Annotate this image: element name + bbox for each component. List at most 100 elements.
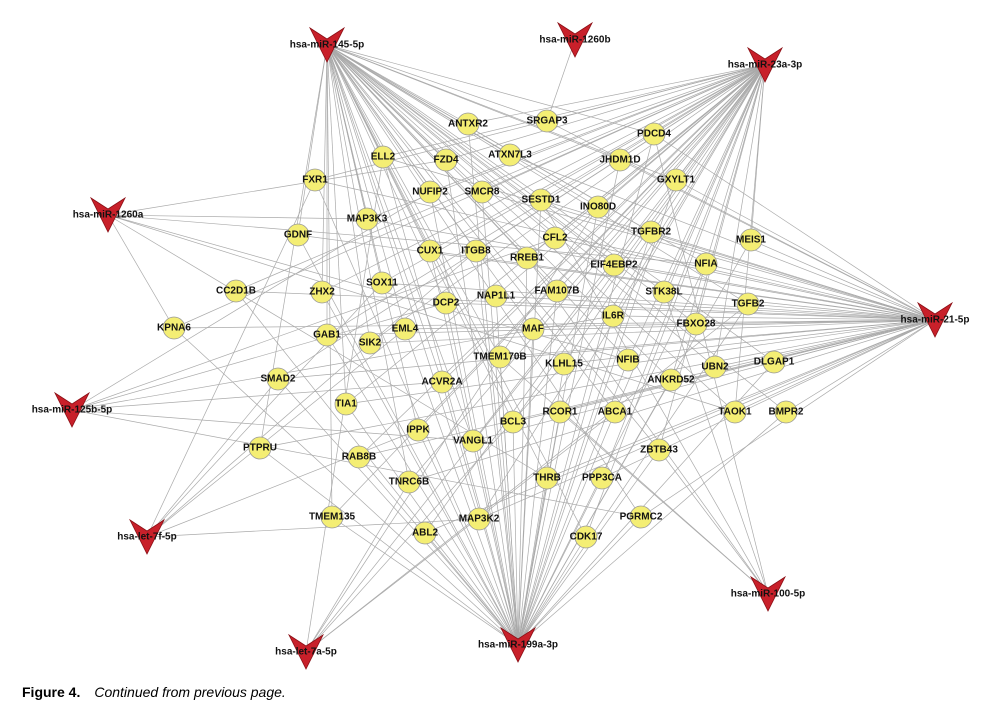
edge	[326, 44, 371, 344]
gene-label: PGRMC2	[620, 512, 663, 523]
gene-label: BMPR2	[768, 407, 803, 418]
edge	[478, 64, 766, 520]
gene-node	[456, 112, 480, 136]
gene-node	[774, 400, 798, 424]
edge	[146, 328, 406, 538]
gene-label: MEIS1	[736, 235, 766, 246]
edge	[358, 64, 766, 458]
gene-node	[498, 143, 522, 167]
gene-label: TGFBR2	[631, 227, 671, 238]
gene-node	[608, 148, 632, 172]
mirna-node	[89, 196, 127, 233]
gene-label: FAM107B	[534, 286, 579, 297]
edge	[326, 44, 443, 383]
mirna-label: hsa-miR-199a-3p	[478, 640, 558, 651]
gene-node	[406, 418, 430, 442]
gene-label: NFIB	[616, 355, 639, 366]
gene-label: TAOK1	[718, 407, 752, 418]
gene-label: MAF	[522, 324, 544, 335]
edge	[663, 64, 766, 293]
edge	[326, 44, 665, 293]
gene-label: UBN2	[701, 362, 729, 373]
gene-node	[652, 280, 676, 304]
mirna-label: hsa-let-7f-5p	[117, 532, 176, 543]
edge	[653, 133, 936, 321]
gene-label: CUX1	[417, 246, 444, 257]
gene-label: DCP2	[433, 298, 460, 309]
gene-node	[470, 180, 494, 204]
gene-label: SIK2	[359, 338, 382, 349]
edge	[563, 64, 766, 365]
edge	[235, 290, 936, 321]
gene-node	[535, 109, 559, 133]
edge	[382, 64, 766, 158]
mirna-node	[53, 391, 91, 428]
edge	[326, 334, 519, 646]
edge	[305, 206, 599, 653]
gene-label: TMEM135	[309, 512, 356, 523]
edge	[658, 449, 769, 595]
edge	[517, 290, 558, 646]
edge	[499, 356, 519, 646]
gene-node	[467, 507, 491, 531]
edge	[326, 44, 548, 479]
edge	[517, 536, 587, 646]
edge	[585, 64, 766, 538]
edge	[297, 234, 519, 646]
edge	[612, 64, 766, 317]
edge	[326, 44, 697, 325]
gene-label: ABL2	[412, 528, 439, 539]
edge	[556, 64, 766, 292]
edge	[663, 291, 936, 321]
gene-label: CC2D1B	[216, 286, 256, 297]
gene-node	[590, 466, 614, 490]
edge	[259, 44, 328, 449]
edge	[445, 159, 519, 646]
gene-label: IPPK	[406, 425, 430, 436]
edge	[785, 319, 936, 413]
edge	[326, 44, 431, 193]
edge	[305, 303, 749, 653]
edge	[467, 123, 519, 646]
gene-label: KPNA6	[157, 323, 191, 334]
gene-label: GDNF	[284, 230, 312, 241]
gene-label: ZHX2	[309, 287, 335, 298]
edge	[107, 214, 175, 329]
gene-label: VANGL1	[453, 436, 493, 447]
edge	[408, 319, 936, 483]
edge	[326, 44, 749, 305]
mirna-node	[746, 46, 784, 83]
caption-label: Figure 4.	[22, 684, 81, 700]
edge	[107, 214, 736, 413]
gene-label: ATXN7L3	[488, 150, 532, 161]
edge	[305, 363, 565, 653]
gene-node	[601, 304, 625, 328]
gene-node	[736, 292, 760, 316]
gene-node	[484, 284, 508, 308]
edge	[305, 481, 410, 653]
edge	[321, 44, 328, 293]
edge	[714, 319, 936, 368]
gene-label: RREB1	[510, 253, 544, 264]
edge	[441, 64, 766, 383]
edge	[326, 44, 616, 413]
edge	[613, 64, 766, 266]
mirna-node	[556, 21, 594, 58]
edge	[326, 44, 501, 358]
edge	[366, 218, 936, 321]
gene-node	[334, 392, 358, 416]
edge	[675, 179, 936, 321]
edge	[358, 319, 936, 458]
edge	[314, 179, 519, 646]
gene-node	[397, 470, 421, 494]
gene-node	[434, 291, 458, 315]
gene-label: BCL3	[500, 417, 527, 428]
gene-node	[545, 279, 569, 303]
edge	[173, 319, 936, 329]
gene-node	[464, 239, 488, 263]
edge	[472, 64, 766, 442]
edge	[429, 250, 936, 321]
gene-node	[529, 188, 553, 212]
edge	[445, 302, 519, 646]
gene-label: EML4	[392, 324, 419, 335]
